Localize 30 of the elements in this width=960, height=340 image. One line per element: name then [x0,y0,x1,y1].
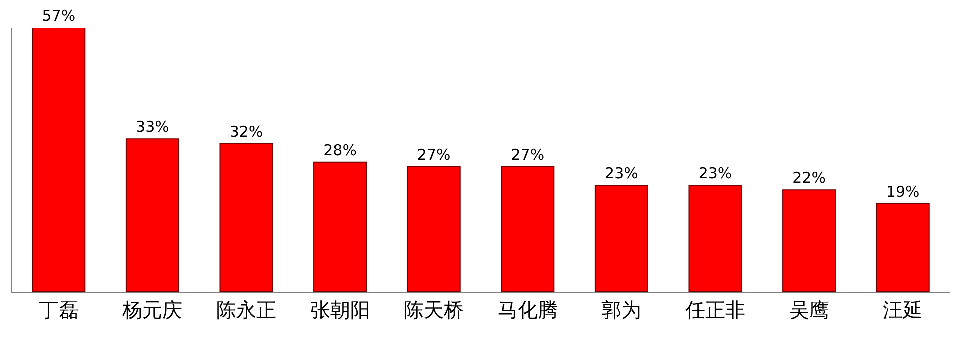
x-tick-label: 吴鹰 [789,298,830,322]
data-label: 57% [42,7,76,25]
x-tick-label: 陈天桥 [404,298,464,322]
bar [407,166,461,292]
data-label: 19% [886,183,920,201]
data-label: 27% [417,146,451,164]
x-tick-label: 陈永正 [216,298,276,322]
bar [594,184,648,292]
x-tick-label: 汪延 [883,298,924,322]
x-tick-label: 丁磊 [38,298,79,322]
data-label: 23% [698,164,732,182]
bar [688,184,742,292]
x-tick-label: 郭为 [602,298,642,322]
data-label: 22% [792,169,826,188]
x-tick-label: 杨元庆 [122,298,183,322]
bar [220,143,274,292]
bar [32,28,86,292]
bar [782,190,836,292]
bar [126,138,180,292]
data-label: 33% [136,118,170,136]
x-tick-label: 任正非 [684,298,746,322]
bar [314,162,368,292]
x-tick-label: 张朝阳 [310,298,370,322]
data-label: 32% [230,122,264,141]
bar [501,166,555,292]
data-label: 23% [605,164,638,182]
data-label: 27% [511,146,545,164]
x-tick-label: 马化腾 [498,298,558,322]
bar [876,204,930,292]
data-label: 28% [324,141,357,160]
